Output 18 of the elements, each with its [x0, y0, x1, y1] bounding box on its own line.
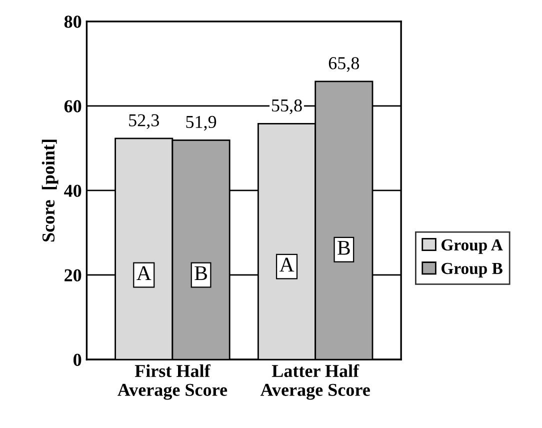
data-label: 65,8	[328, 57, 360, 72]
annotation: B	[338, 241, 350, 255]
legend-label: Group B	[442, 262, 502, 278]
y-tick-label: 0	[74, 354, 82, 366]
data-label: 55,8	[272, 99, 302, 114]
data-label: 52,3	[129, 114, 159, 129]
y-tick-label: 20	[64, 269, 82, 282]
annotation: A	[279, 258, 294, 272]
x-tick-label: Latter Half Average Score	[260, 364, 370, 400]
legend-label: Group A	[442, 239, 503, 254]
data-label: 51,9	[186, 116, 216, 131]
annotation: B	[194, 266, 207, 280]
y-axis-title: Score [point]	[42, 140, 58, 242]
x-tick-label: First Half Average Score	[118, 364, 228, 400]
y-tick-label: 60	[64, 100, 82, 112]
y-tick-label: 80	[64, 16, 82, 28]
annotation: A	[136, 266, 152, 280]
y-tick-label: 40	[64, 184, 82, 197]
